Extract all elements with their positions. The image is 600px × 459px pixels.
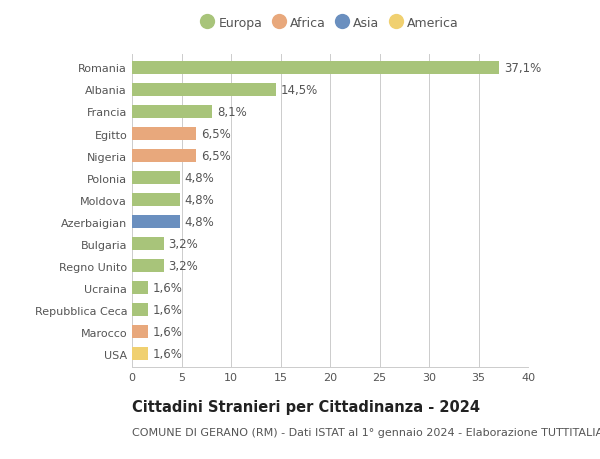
Text: 1,6%: 1,6% xyxy=(153,303,182,317)
Text: 6,5%: 6,5% xyxy=(202,150,231,162)
Text: 8,1%: 8,1% xyxy=(217,106,247,119)
Bar xyxy=(132,62,499,75)
Bar xyxy=(132,325,148,339)
Text: 1,6%: 1,6% xyxy=(153,325,182,339)
Text: COMUNE DI GERANO (RM) - Dati ISTAT al 1° gennaio 2024 - Elaborazione TUTTITALIA.: COMUNE DI GERANO (RM) - Dati ISTAT al 1°… xyxy=(132,427,600,437)
Bar xyxy=(132,194,179,207)
Text: 1,6%: 1,6% xyxy=(153,347,182,360)
Text: 4,8%: 4,8% xyxy=(184,194,214,207)
Bar xyxy=(132,303,148,317)
Text: 4,8%: 4,8% xyxy=(184,216,214,229)
Legend: Europa, Africa, Asia, America: Europa, Africa, Asia, America xyxy=(199,15,461,33)
Bar xyxy=(132,106,212,119)
Bar xyxy=(132,172,179,185)
Text: 14,5%: 14,5% xyxy=(281,84,318,97)
Bar xyxy=(132,216,179,229)
Text: 3,2%: 3,2% xyxy=(169,260,199,273)
Text: 1,6%: 1,6% xyxy=(153,281,182,295)
Bar xyxy=(132,150,196,163)
Text: Cittadini Stranieri per Cittadinanza - 2024: Cittadini Stranieri per Cittadinanza - 2… xyxy=(132,399,480,414)
Bar xyxy=(132,237,164,251)
Bar xyxy=(132,128,196,141)
Bar xyxy=(132,281,148,295)
Text: 37,1%: 37,1% xyxy=(504,62,541,75)
Text: 4,8%: 4,8% xyxy=(184,172,214,185)
Bar xyxy=(132,84,275,97)
Bar xyxy=(132,347,148,361)
Bar xyxy=(132,259,164,273)
Text: 3,2%: 3,2% xyxy=(169,238,199,251)
Text: 6,5%: 6,5% xyxy=(202,128,231,141)
